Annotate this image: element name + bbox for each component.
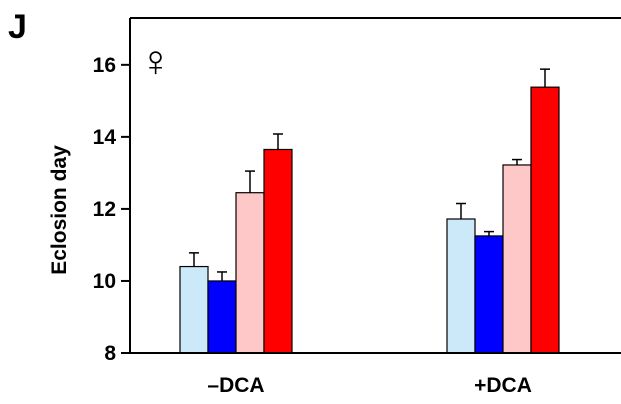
bar: [207, 280, 237, 354]
y-tick-label: 8: [104, 342, 116, 365]
bar: [179, 265, 209, 354]
x-tick-label: –DCA: [207, 374, 264, 397]
bar: [446, 218, 476, 354]
bar: [263, 148, 293, 354]
y-tick-label: 14: [93, 126, 117, 149]
bar: [502, 164, 532, 354]
x-tick-label: +DCA: [474, 374, 532, 397]
bars-layer: [179, 68, 560, 354]
bar: [474, 235, 504, 354]
y-tick-label: 16: [93, 54, 116, 77]
bar: [235, 192, 265, 354]
panel-label: J: [8, 8, 27, 46]
female-symbol: ♀: [139, 37, 172, 86]
y-tick-label: 12: [93, 198, 116, 221]
y-tick-label: 10: [93, 270, 116, 293]
bar: [530, 86, 560, 354]
y-axis-label: Eclosion day: [48, 145, 71, 275]
axes-layer: –DCA +DCA 8 10 12 14 16: [93, 17, 621, 397]
